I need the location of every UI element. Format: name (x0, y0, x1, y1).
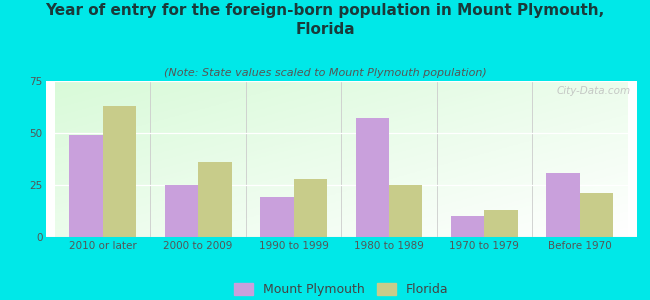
Bar (70, 135, 103, 237)
Text: Year of entry for the foreign-born population in Mount Plymouth,
Florida: Year of entry for the foreign-born popul… (46, 3, 605, 37)
Bar (103, 106, 136, 237)
Bar (484, 210, 518, 237)
Text: (Note: State values scaled to Mount Plymouth population): (Note: State values scaled to Mount Plym… (164, 68, 486, 77)
Bar (198, 162, 231, 237)
Bar (260, 197, 294, 237)
Bar (356, 118, 389, 237)
Bar (389, 185, 422, 237)
Bar (580, 193, 613, 237)
Bar (164, 185, 198, 237)
Legend: Mount Plymouth, Florida: Mount Plymouth, Florida (234, 283, 448, 296)
Bar (547, 172, 580, 237)
Bar (451, 216, 484, 237)
Text: City-Data.com: City-Data.com (557, 86, 631, 96)
Bar (294, 179, 327, 237)
